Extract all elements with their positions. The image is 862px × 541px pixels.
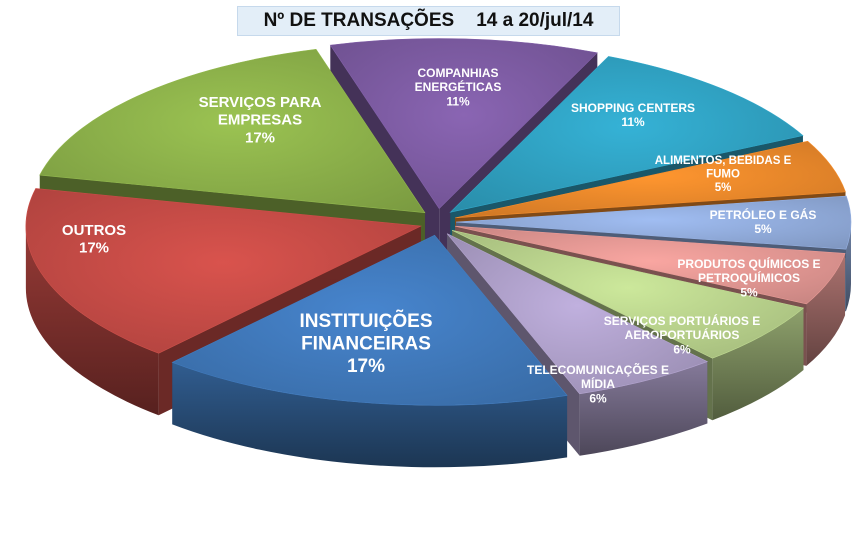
chart-title-box: Nº DE TRANSAÇÕES 14 a 20/jul/14	[237, 6, 620, 36]
chart-title: Nº DE TRANSAÇÕES	[263, 10, 455, 31]
slice-label-2: ALIMENTOS, BEBIDAS E FUMO 5%	[655, 155, 792, 194]
slice-label-7: INSTITUIÇÕES FINANCEIRAS 17%	[299, 310, 432, 377]
slice-top	[452, 230, 805, 359]
slice-side	[172, 362, 568, 468]
slice-label-5: SERVIÇOS PORTUÁRIOS E AEROPORTUÁRIOS 6%	[604, 313, 760, 356]
slice-side	[579, 361, 708, 456]
slice-side	[712, 308, 804, 421]
slice-label-0: COMPANHIAS ENERGÉTICAS 11%	[415, 66, 502, 108]
chart-subtitle: 14 a 20/jul/14	[476, 10, 594, 31]
slice-top	[329, 38, 598, 209]
slice-side	[806, 253, 846, 366]
slice-top	[39, 48, 426, 214]
slice-label-9: SERVIÇOS PARA EMPRESAS 17%	[199, 94, 322, 146]
slice-side	[845, 222, 851, 312]
slice-label-6: TELECOMUNICAÇÕES E MÍDIA 6%	[527, 362, 669, 405]
slice-label-1: SHOPPING CENTERS 11%	[571, 101, 695, 129]
slice-top	[455, 195, 852, 250]
slice-label-3: PETRÓLEO E GÁS 5%	[710, 207, 817, 236]
slice-top	[446, 233, 709, 395]
pie-slice-7	[171, 234, 568, 468]
slice-top	[25, 188, 422, 354]
slice-label-4: PRODUTOS QUÍMICOS E PETROQUÍMICOS 5%	[677, 256, 820, 299]
slice-label-8: OUTROS 17%	[62, 222, 126, 257]
slice-top	[449, 56, 804, 213]
slice-top	[455, 140, 846, 219]
slice-top	[171, 234, 568, 406]
slice-top	[455, 225, 846, 305]
